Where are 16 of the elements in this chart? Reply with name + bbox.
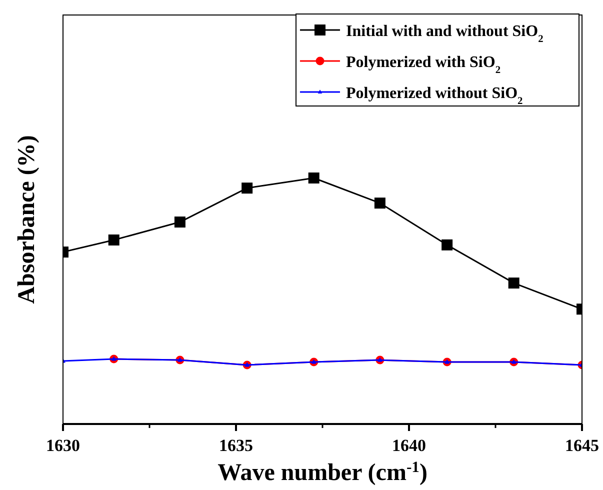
point bbox=[442, 239, 453, 250]
x-axis-title: Wave number (cm$^{-1}$) bbox=[218, 458, 428, 486]
x-tick-label: 1635 bbox=[219, 436, 253, 455]
point bbox=[374, 198, 386, 209]
x-tick-label: 1640 bbox=[392, 436, 426, 455]
point bbox=[242, 182, 253, 194]
point bbox=[174, 216, 186, 228]
x-tick-label: 1630 bbox=[46, 436, 80, 455]
point bbox=[108, 234, 120, 246]
point bbox=[308, 172, 320, 184]
x-tick-label: 1645 bbox=[565, 436, 599, 455]
legend-label: Polymerized without SiO$_{2}$ bbox=[346, 85, 523, 106]
point bbox=[508, 278, 520, 289]
legend-label: Polymerized with SiO$_{2}$ bbox=[346, 54, 501, 76]
legend-label: Initial with and without SiO$_{2}$ bbox=[346, 23, 544, 44]
y-axis-title: Absorbance (%) bbox=[14, 135, 40, 304]
